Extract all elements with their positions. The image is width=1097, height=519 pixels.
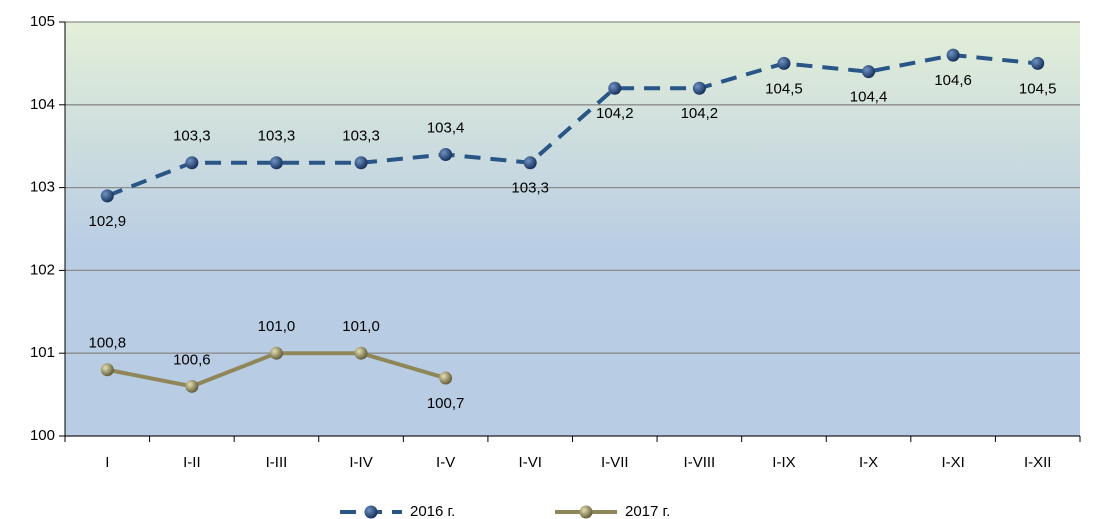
marker xyxy=(862,65,876,79)
y-tick-label: 104 xyxy=(30,96,55,113)
marker xyxy=(100,189,114,203)
marker xyxy=(185,379,199,393)
x-tick-label: I-VIII xyxy=(684,454,716,471)
data-label: 103,3 xyxy=(342,128,380,145)
marker xyxy=(777,56,791,70)
data-label: 100,8 xyxy=(89,335,127,352)
x-tick-label: I-IX xyxy=(772,454,795,471)
x-tick-label: I-III xyxy=(266,454,288,471)
marker xyxy=(1031,56,1045,70)
series-line xyxy=(106,53,1038,198)
x-tick-label: I-VI xyxy=(519,454,542,471)
y-tick-label: 100 xyxy=(30,427,55,444)
x-tick-label: I-X xyxy=(859,454,878,471)
marker xyxy=(185,156,199,170)
data-label: 103,3 xyxy=(173,128,211,145)
data-label: 104,2 xyxy=(596,105,634,122)
marker xyxy=(354,156,368,170)
data-label: 104,5 xyxy=(765,80,803,97)
data-label: 104,4 xyxy=(850,89,888,106)
data-label: 101,0 xyxy=(342,318,380,335)
marker xyxy=(269,156,283,170)
data-label: 104,5 xyxy=(1019,80,1057,97)
data-label: 103,4 xyxy=(427,119,465,136)
x-tick-label: I-VII xyxy=(601,454,629,471)
x-tick-label: I-II xyxy=(183,454,201,471)
legend-marker xyxy=(364,505,378,519)
data-label: 100,6 xyxy=(173,351,211,368)
marker xyxy=(946,48,960,62)
y-tick-label: 105 xyxy=(30,13,55,30)
x-tick-label: I-XI xyxy=(941,454,964,471)
marker xyxy=(269,346,283,360)
marker xyxy=(100,363,114,377)
marker xyxy=(523,156,537,170)
marker xyxy=(354,346,368,360)
data-label: 103,3 xyxy=(511,180,549,197)
marker xyxy=(439,371,453,385)
legend-label: 2017 г. xyxy=(625,503,670,519)
x-tick-label: I-V xyxy=(436,454,455,471)
y-tick-label: 103 xyxy=(30,179,55,196)
legend-marker xyxy=(579,505,593,519)
legend-label: 2016 г. xyxy=(410,503,455,519)
x-tick-label: I xyxy=(105,454,109,471)
data-label: 102,9 xyxy=(89,213,127,230)
marker xyxy=(439,147,453,161)
x-tick-label: I-IV xyxy=(349,454,372,471)
marker xyxy=(692,81,706,95)
plot-area xyxy=(65,22,1080,436)
data-label: 104,6 xyxy=(934,72,972,89)
data-label: 103,3 xyxy=(258,128,296,145)
y-tick-label: 101 xyxy=(30,344,55,361)
x-tick-label: I-XII xyxy=(1024,454,1052,471)
data-label: 100,7 xyxy=(427,395,465,412)
data-label: 104,2 xyxy=(681,105,719,122)
data-label: 101,0 xyxy=(258,318,296,335)
y-tick-label: 102 xyxy=(30,261,55,278)
marker xyxy=(608,81,622,95)
